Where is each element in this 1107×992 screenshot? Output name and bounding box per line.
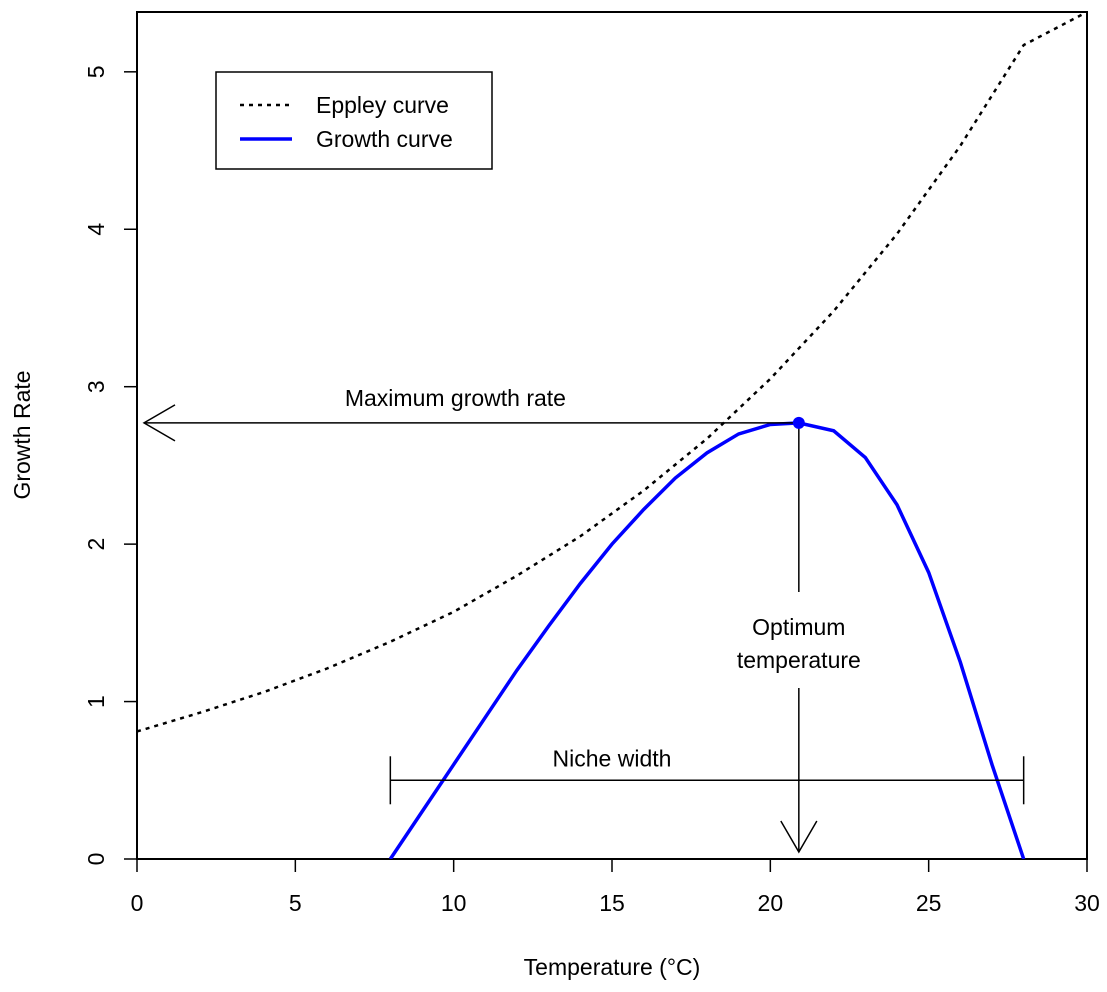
x-axis: 0 5 10 15 20 25 30 bbox=[131, 859, 1100, 916]
max-growth-label: Maximum growth rate bbox=[345, 385, 566, 411]
x-tick-label: 30 bbox=[1074, 890, 1100, 916]
y-tick-label: 2 bbox=[83, 538, 109, 551]
optimum-arrowhead-icon bbox=[780, 820, 818, 854]
y-tick-label: 0 bbox=[83, 853, 109, 866]
legend-label-growth-curve: Growth curve bbox=[316, 126, 453, 152]
y-tick-label: 3 bbox=[83, 380, 109, 393]
y-tick-label: 1 bbox=[83, 695, 109, 708]
series-layer bbox=[137, 12, 1087, 859]
optimum-label-line1: Optimum bbox=[752, 614, 845, 640]
max-growth-arrowhead-icon bbox=[142, 404, 176, 442]
y-axis: 0 1 2 3 4 5 bbox=[83, 65, 137, 865]
annotation-layer: Maximum growth rate Optimum temperature … bbox=[142, 385, 1025, 854]
y-tick-label: 5 bbox=[83, 65, 109, 78]
y-axis-title: Growth Rate bbox=[9, 370, 35, 499]
y-tick-label: 4 bbox=[83, 223, 109, 236]
legend-label-eppley-curve: Eppley curve bbox=[316, 92, 449, 118]
legend: Eppley curve Growth curve bbox=[215, 71, 493, 170]
x-axis-title: Temperature (°C) bbox=[524, 954, 701, 980]
optimum-point bbox=[792, 416, 805, 429]
x-tick-label: 25 bbox=[916, 890, 942, 916]
series-line-eppley-curve bbox=[137, 12, 1087, 733]
x-tick-label: 10 bbox=[441, 890, 467, 916]
x-tick-label: 20 bbox=[758, 890, 784, 916]
x-tick-label: 0 bbox=[131, 890, 144, 916]
legend-box bbox=[215, 71, 493, 170]
series-line-growth-curve bbox=[388, 421, 1026, 859]
niche-width-label: Niche width bbox=[553, 745, 672, 771]
x-tick-label: 5 bbox=[289, 890, 302, 916]
x-tick-label: 15 bbox=[599, 890, 625, 916]
optimum-label-line2: temperature bbox=[737, 647, 861, 673]
